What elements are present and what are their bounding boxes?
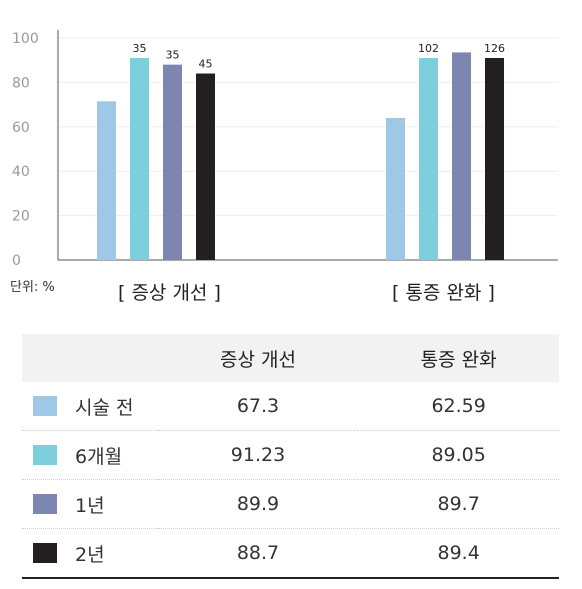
data-label: 45 <box>199 58 213 71</box>
row-label-cell: 6개월 <box>22 430 158 480</box>
table-cell: 91.23 <box>157 430 359 480</box>
table-row: 시술 전 67.3 62.59 <box>22 382 559 431</box>
legend-swatch <box>33 494 57 514</box>
legend-swatch <box>33 543 57 563</box>
bar <box>386 117 405 260</box>
bar <box>419 57 438 261</box>
bar <box>196 73 215 261</box>
bar <box>97 101 116 261</box>
table-header-blank <box>22 334 158 382</box>
unit-label: 단위: % <box>10 280 55 295</box>
row-label: 6개월 <box>75 445 123 468</box>
table-header-pain: 통증 완화 <box>358 334 559 382</box>
table-cell: 62.59 <box>431 395 486 417</box>
row-label-cell: 2년 <box>22 528 158 579</box>
y-tick-label: 20 <box>12 209 30 225</box>
data-label: 126 <box>484 42 505 55</box>
y-tick-label: 60 <box>12 120 30 136</box>
table-cell: 67.3 <box>236 395 280 417</box>
bar <box>485 57 504 261</box>
results-table: 증상 개선 통증 완화 시술 전 67.3 62.59 6개월 91.23 89… <box>22 334 559 579</box>
data-label: 102 <box>418 42 439 55</box>
y-tick-label: 40 <box>12 164 30 180</box>
table-cell: 89.7 <box>358 479 559 529</box>
bar-chart: 100 80 60 40 20 0 35 35 45 102 126 <box>12 30 558 269</box>
table-row: 1년 89.9 89.7 <box>22 479 559 529</box>
table-cell: 88.7 <box>157 528 359 579</box>
row-label: 2년 <box>75 543 105 566</box>
y-tick-label: 0 <box>12 253 21 269</box>
table-cell: 89.05 <box>358 430 559 480</box>
table-header-symptom: 증상 개선 <box>157 334 359 382</box>
category-label-symptom: [ 증상 개선 ] <box>118 282 221 304</box>
bar <box>452 52 471 261</box>
bar <box>130 57 149 261</box>
table-header-row: 증상 개선 통증 완화 <box>22 334 559 382</box>
table-row: 2년 88.7 89.4 <box>22 528 559 579</box>
legend-swatch <box>33 396 57 416</box>
row-label-cell: 1년 <box>22 479 158 529</box>
row-label: 1년 <box>75 494 105 517</box>
y-tick-label: 80 <box>12 75 30 91</box>
data-label: 35 <box>133 42 147 55</box>
data-label: 35 <box>166 49 180 62</box>
table-row: 6개월 91.23 89.05 <box>22 430 559 480</box>
bar <box>163 64 182 260</box>
row-label: 시술 전 <box>75 396 134 419</box>
table-cell: 89.9 <box>157 479 359 529</box>
y-tick-label: 100 <box>12 31 39 47</box>
row-label-cell: 시술 전 <box>22 382 158 431</box>
table-cell: 89.4 <box>358 528 559 579</box>
category-label-pain: [ 통증 완화 ] <box>392 282 495 304</box>
legend-swatch <box>33 445 57 465</box>
